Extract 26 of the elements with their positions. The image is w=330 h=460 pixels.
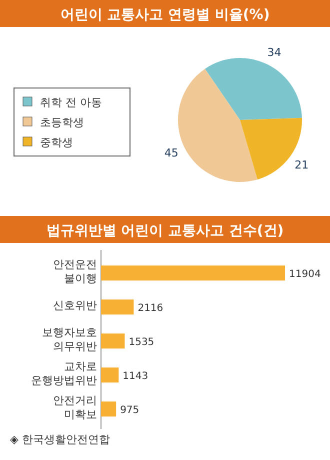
legend-label: 중학생 [40, 136, 73, 149]
data-label: 34 [267, 46, 282, 60]
data-label: 2116 [138, 303, 164, 314]
chart-title: 어린이 교통사고 연령별 비율(%) [60, 7, 270, 23]
bar [101, 266, 285, 280]
y-tick-label: 신호위반 [53, 299, 97, 312]
data-label: 1143 [122, 371, 148, 382]
y-tick-label: 보행자보호 의무위반 [42, 326, 97, 353]
y-tick-label: 안전거리 미확보 [53, 394, 97, 421]
data-label: 11904 [289, 269, 321, 280]
legend-label: 초등학생 [40, 116, 84, 129]
text: ◈ 한국생활안전연합 [10, 433, 110, 446]
bar [101, 402, 116, 416]
y-tick-label: 교차로 운행방법위반 [31, 360, 97, 387]
data-label: 1535 [128, 337, 154, 348]
pie-slice [204, 58, 302, 120]
y-tick-label: 안전운전 불이행 [53, 258, 97, 285]
bar [101, 334, 125, 348]
bar [101, 368, 119, 382]
pie-slice [178, 68, 258, 182]
data-label: 21 [294, 158, 309, 172]
legend-label: 취학 전 아동 [40, 96, 102, 109]
data-label: 975 [120, 405, 140, 416]
bar [101, 300, 134, 314]
chart-title: 법규위반별 어린이 교통사고 건수(건) [46, 223, 284, 239]
data-label: 45 [164, 146, 178, 160]
